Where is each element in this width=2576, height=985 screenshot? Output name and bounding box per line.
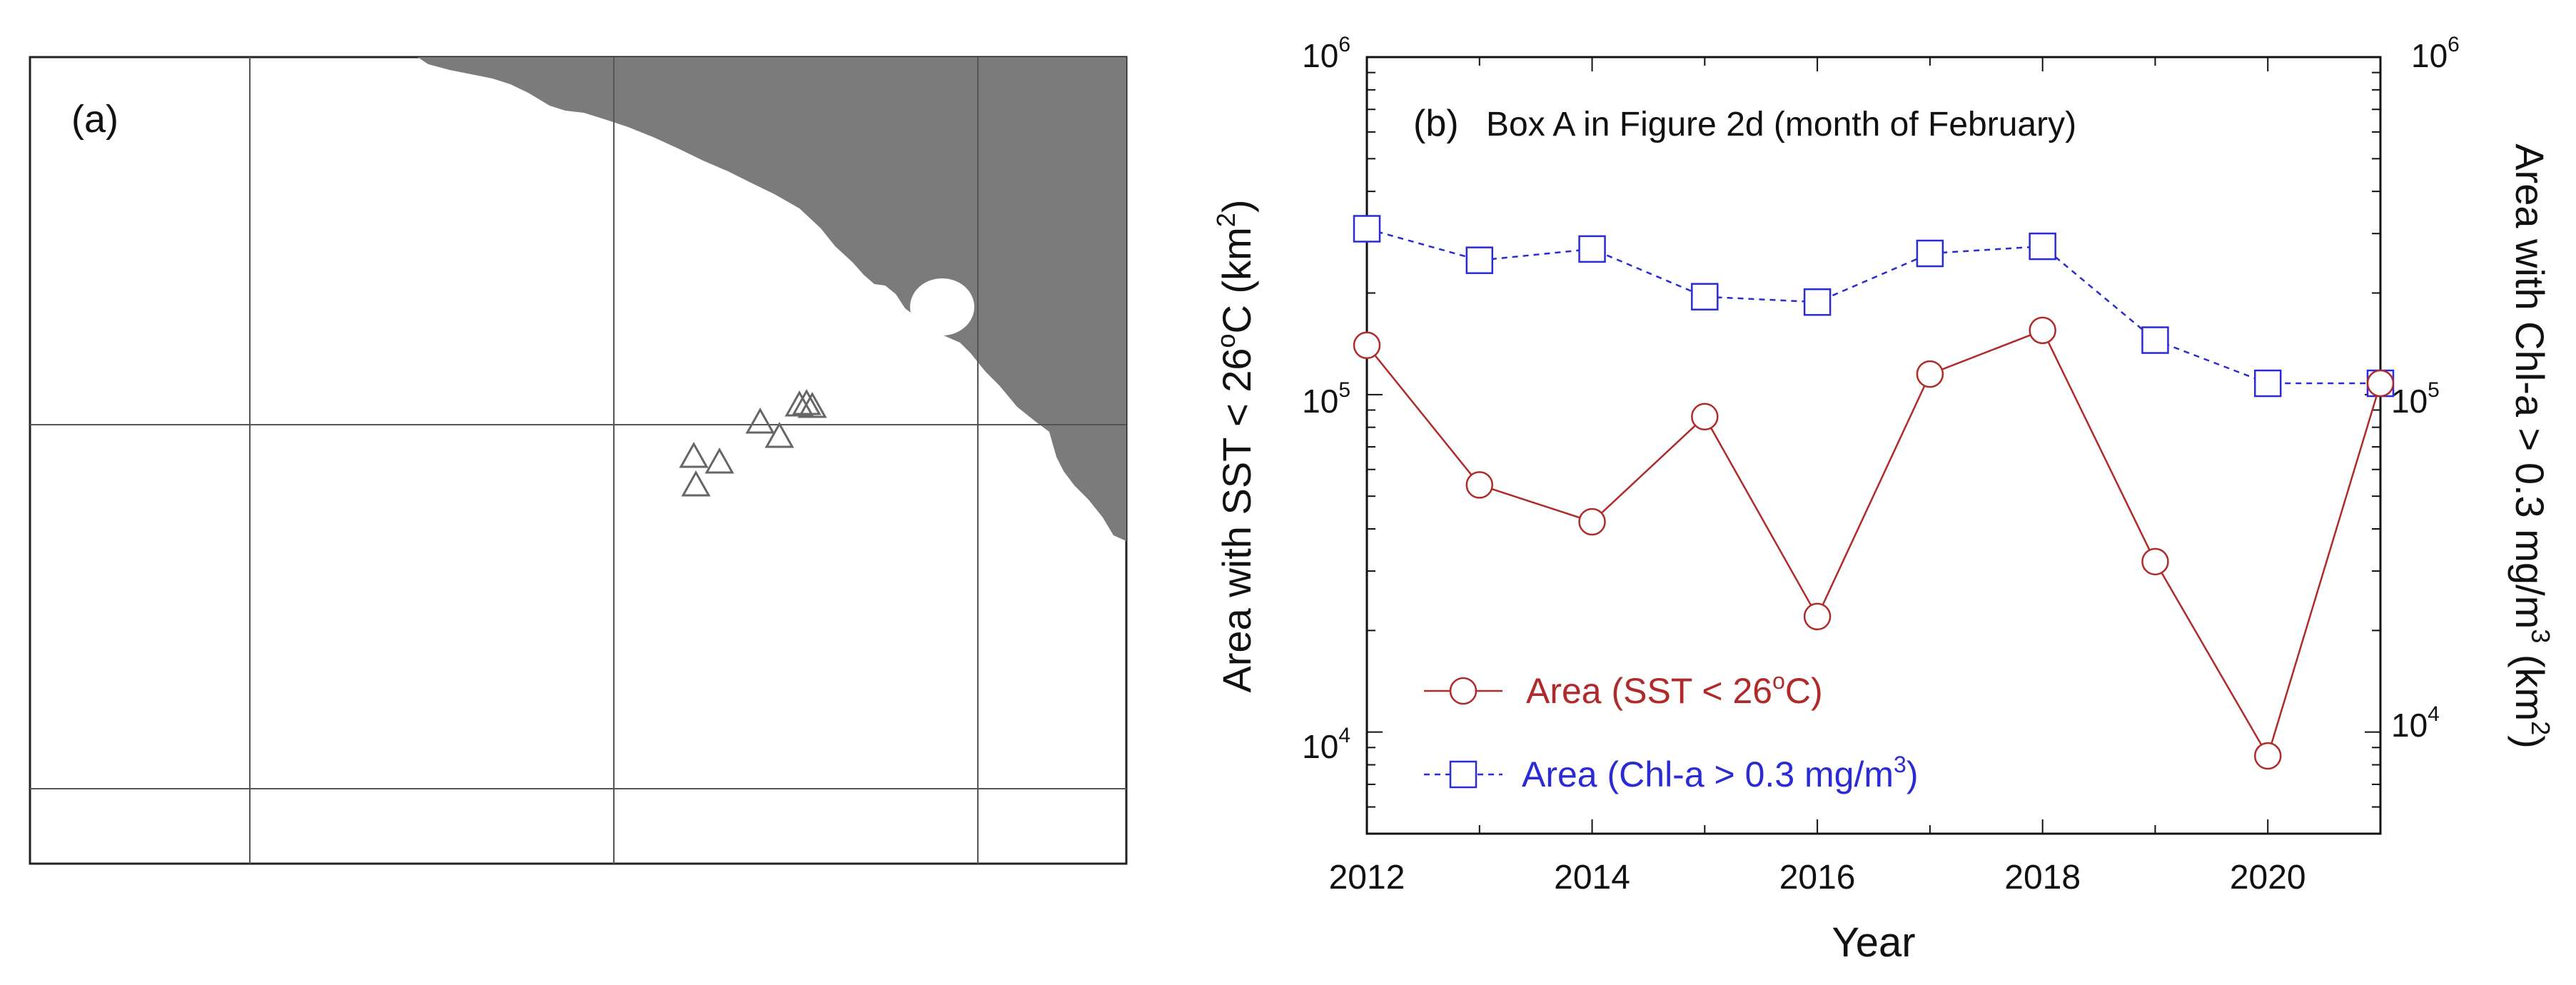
panel-b-title: Box A in Figure 2d (month of February)	[1486, 106, 2076, 143]
x-axis-title: Year	[1832, 919, 1915, 966]
chl-data-point	[1803, 288, 1832, 316]
x-tick-label: 2014	[1554, 859, 1630, 896]
sst-data-point	[2253, 742, 2282, 770]
legend-entry-chl: Area (Chl-a > 0.3 mg/m3)	[1424, 752, 1918, 794]
panel-b-label: (b)	[1413, 103, 1459, 144]
right-y-axis-title: Area with Chl-a > 0.3 mg/m3 (km2)	[2507, 143, 2555, 749]
legend: Area (SST < 26oC) Area (Chl-a > 0.3 mg/m…	[1424, 668, 1918, 794]
sst-data-point	[1578, 507, 1606, 536]
y-tick-label-left: 105	[1302, 378, 1350, 420]
station-marker	[764, 421, 794, 448]
sst-data-point	[1691, 403, 1719, 431]
chl-series-line	[1366, 228, 2380, 385]
left-y-tick-labels: 106 105 104	[1302, 33, 1350, 765]
chl-data-point	[1465, 246, 1494, 274]
chart-panel: 106 105 104 106 105 104 2012 2014 2016 2018…	[1211, 33, 2555, 966]
x-tick-label: 2016	[1779, 859, 1856, 896]
chl-data-point	[1916, 239, 1944, 268]
chl-data-point	[1578, 235, 1606, 263]
sst-data-point	[1353, 331, 1381, 359]
x-tick-label: 2018	[2004, 859, 2081, 896]
y-tick-label-left: 106	[1302, 33, 1350, 74]
x-tick-marks	[1366, 57, 2381, 834]
station-marker	[745, 407, 775, 434]
left-y-axis-title: Area with SST < 26oC (km2)	[1211, 199, 1259, 692]
chl-data-point	[2141, 326, 2169, 354]
sst-data-point	[1916, 360, 1944, 388]
legend-marker-chl	[1449, 760, 1478, 789]
sst-data-point	[1803, 602, 1832, 631]
plot-frame	[1365, 56, 2382, 835]
x-tick-labels: 2012 2014 2016 2018 2020	[1329, 859, 2306, 896]
map-panel: (a)	[29, 56, 1128, 865]
station-marker	[797, 391, 827, 418]
y-tick-label-right: 106	[2411, 33, 2460, 74]
sst-series-line	[1366, 329, 2382, 759]
x-tick-label: 2012	[1329, 859, 1405, 896]
sst-data-point	[2366, 369, 2395, 398]
legend-marker-sst	[1449, 677, 1478, 705]
right-y-tick-labels: 106 105 104	[2391, 33, 2460, 744]
x-tick-label: 2020	[2230, 859, 2306, 896]
y-tick-label-right: 105	[2391, 378, 2440, 420]
map-gridlines	[30, 57, 1126, 864]
panel-a-label: (a)	[71, 98, 118, 141]
sst-series	[1353, 316, 2395, 770]
legend-label-sst: Area (SST < 26oC)	[1526, 668, 1823, 711]
sst-data-point	[1465, 471, 1494, 499]
station-marker	[679, 441, 709, 468]
y-tick-marks	[1367, 56, 2380, 834]
legend-label-chl: Area (Chl-a > 0.3 mg/m3)	[1522, 752, 1918, 794]
station-marker	[681, 470, 711, 497]
land-mass	[418, 57, 1126, 541]
station-markers	[679, 388, 827, 497]
chl-data-point	[1691, 283, 1719, 310]
y-tick-label-right: 104	[2391, 702, 2440, 744]
chl-data-point	[1353, 215, 1381, 243]
legend-entry-sst: Area (SST < 26oC)	[1424, 668, 1823, 711]
chl-data-point	[2253, 369, 2282, 398]
y-tick-label-left: 104	[1302, 724, 1350, 765]
lake	[910, 278, 974, 335]
chl-series	[1353, 215, 2395, 398]
station-marker	[792, 388, 822, 415]
gulf	[864, 321, 971, 428]
station-marker	[704, 447, 734, 474]
sst-data-point	[2141, 547, 2169, 576]
sst-data-point	[2029, 316, 2056, 345]
chl-data-point	[2029, 232, 2056, 261]
